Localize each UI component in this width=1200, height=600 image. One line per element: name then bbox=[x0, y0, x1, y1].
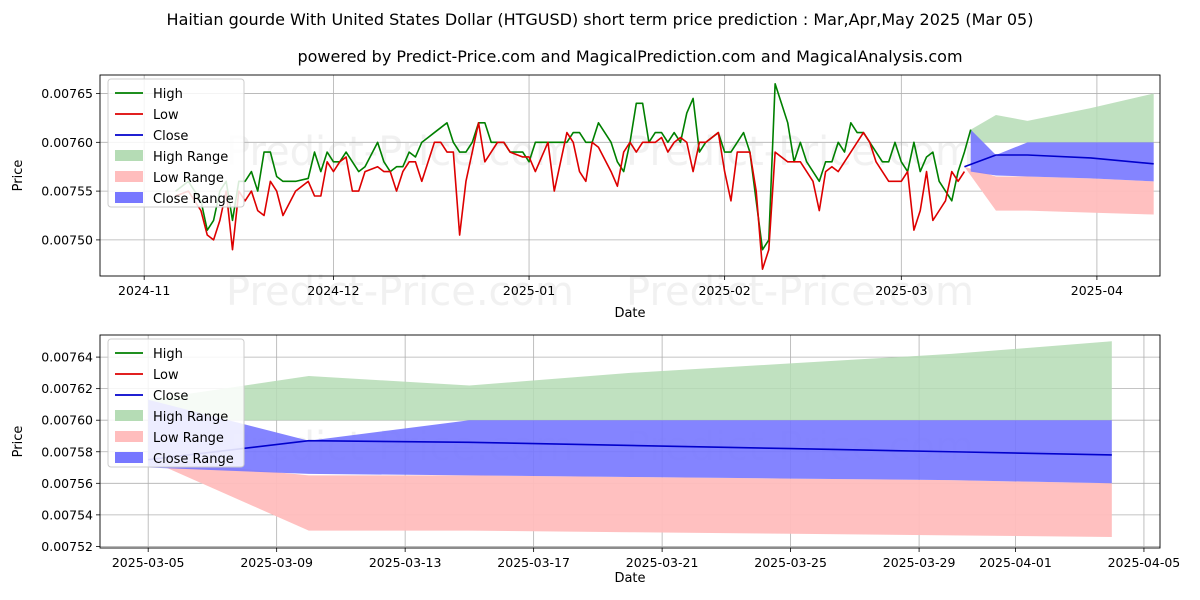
x-tick-label: 2025-02 bbox=[699, 283, 751, 298]
legend-label: Close bbox=[153, 389, 188, 404]
y-tick-label: 0.00750 bbox=[41, 232, 93, 247]
axes-frame bbox=[99, 74, 1161, 277]
plot-content bbox=[148, 341, 1112, 537]
x-tick-label: 2025-04-01 bbox=[979, 555, 1052, 570]
legend-label: Low Range bbox=[153, 171, 224, 186]
legend: High Low Close High Range Low Range Close Ran… bbox=[107, 338, 245, 468]
x-tick-label: 2025-03-21 bbox=[626, 555, 699, 570]
y-tick-label: 0.00765 bbox=[41, 86, 93, 101]
legend-label: Close bbox=[153, 129, 188, 144]
x-tick-label: 2025-03-13 bbox=[369, 555, 442, 570]
legend-label: High bbox=[153, 347, 183, 362]
close-series-line bbox=[148, 439, 1112, 461]
legend-swatch-close-range bbox=[115, 452, 143, 463]
y-tick-label: 0.00760 bbox=[41, 413, 93, 428]
y-axis-label: Price bbox=[11, 426, 26, 458]
plot-content bbox=[175, 82, 1154, 270]
y-tick-label: 0.00755 bbox=[41, 184, 93, 199]
legend-swatch-high-range bbox=[115, 150, 143, 161]
legend-label: Low bbox=[153, 108, 179, 123]
low-series-line bbox=[175, 122, 966, 270]
chart-title: Haitian gourde With United States Dollar… bbox=[167, 10, 1034, 29]
high-range-band bbox=[148, 341, 1112, 421]
axes-frame bbox=[99, 334, 1161, 549]
x-tick-label: 2025-01 bbox=[503, 283, 555, 298]
x-tick-label: 2025-03 bbox=[875, 283, 927, 298]
x-tick-label: 2025-04-05 bbox=[1108, 555, 1181, 570]
y-tick-label: 0.00760 bbox=[41, 135, 93, 150]
x-tick-label: 2025-04 bbox=[1071, 283, 1123, 298]
legend-label: High Range bbox=[153, 410, 228, 425]
high-series-line bbox=[175, 82, 972, 251]
y-tick-label: 0.00754 bbox=[41, 507, 93, 522]
legend: High Low Close High Range Low Range Close Ran… bbox=[107, 78, 245, 208]
y-axis-label: Price bbox=[11, 160, 26, 192]
x-tick-label: 2025-03-09 bbox=[240, 555, 313, 570]
high-range-band bbox=[970, 93, 1154, 143]
y-tick-label: 0.00758 bbox=[41, 444, 93, 459]
legend-swatch-low-range bbox=[115, 431, 143, 442]
low-range-band bbox=[148, 459, 1112, 537]
x-tick-label: 2025-03-05 bbox=[112, 555, 185, 570]
legend-label: High bbox=[153, 87, 183, 102]
close-series-line bbox=[964, 154, 1154, 168]
x-tick-label: 2024-12 bbox=[307, 283, 359, 298]
x-tick-label: 2025-03-29 bbox=[883, 555, 956, 570]
legend-label: Close Range bbox=[153, 452, 234, 467]
close-range-band bbox=[148, 399, 1112, 484]
x-tick-label: 2025-03-25 bbox=[754, 555, 827, 570]
watermark-text: Predict-Price.com bbox=[626, 269, 974, 315]
x-tick-label: 2025-03-17 bbox=[497, 555, 570, 570]
chart-panel-top: Predict-Price.com Predict-Price.comPredic… bbox=[11, 74, 1161, 321]
x-tick-label: 2024-11 bbox=[118, 283, 170, 298]
close-range-band bbox=[970, 129, 1154, 182]
y-tick-label: 0.00752 bbox=[41, 539, 93, 554]
legend-swatch-high-range bbox=[115, 410, 143, 421]
x-axis-label: Date bbox=[614, 306, 645, 321]
y-tick-label: 0.00756 bbox=[41, 476, 93, 491]
chart-panel-bottom: Predict-Price.comPredict-Price.com2025-0… bbox=[11, 334, 1181, 586]
x-axis-label: Date bbox=[614, 571, 645, 586]
y-tick-label: 0.00764 bbox=[41, 350, 93, 365]
legend-label: High Range bbox=[153, 150, 228, 165]
watermark-text: Predict-Price.com bbox=[226, 269, 574, 315]
y-tick-label: 0.00762 bbox=[41, 381, 93, 396]
legend-swatch-low-range bbox=[115, 171, 143, 182]
chart-subtitle: powered by Predict-Price.com and Magical… bbox=[297, 47, 962, 66]
legend-label: Low Range bbox=[153, 431, 224, 446]
legend-label: Close Range bbox=[153, 192, 234, 207]
legend-label: Low bbox=[153, 368, 179, 383]
low-range-band bbox=[964, 166, 1154, 215]
legend-swatch-close-range bbox=[115, 192, 143, 203]
